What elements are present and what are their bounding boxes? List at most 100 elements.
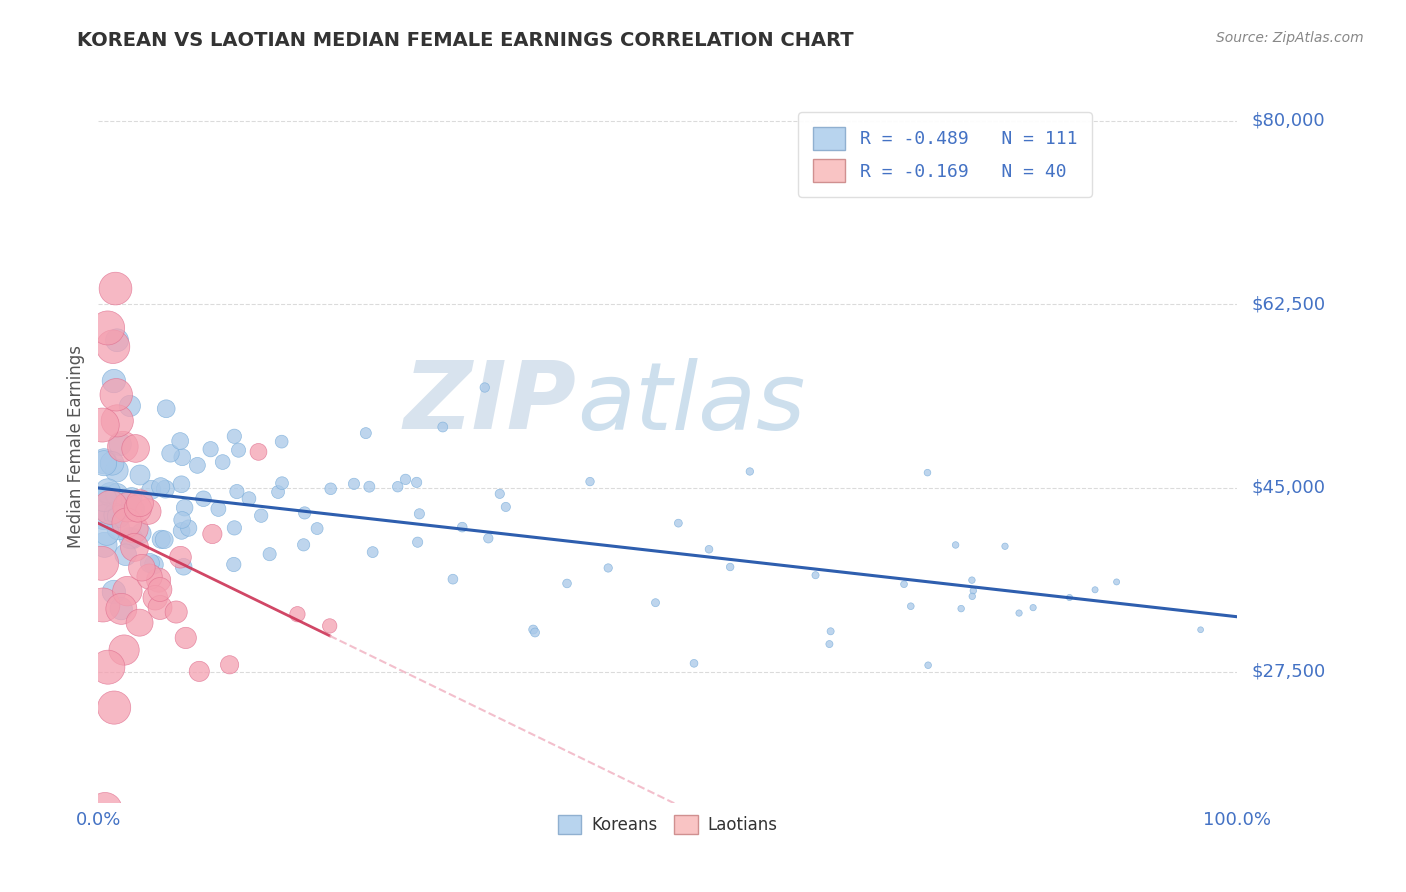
Point: [1105, 574, 1128, 589]
Point: [477, 531, 499, 545]
Point: [93, 454, 115, 468]
Text: Source: ZipAtlas.com: Source: ZipAtlas.com: [1216, 31, 1364, 45]
Point: [962, 583, 984, 598]
Point: [93, 456, 115, 470]
Point: [318, 619, 340, 633]
Point: [738, 465, 761, 479]
Point: [142, 558, 165, 572]
Point: [945, 538, 967, 552]
Point: [201, 527, 224, 541]
Point: [361, 545, 384, 559]
Point: [149, 582, 172, 597]
Point: [170, 477, 193, 491]
Point: [98, 487, 121, 501]
Point: [148, 573, 170, 587]
Point: [97, 321, 120, 335]
Point: [1084, 582, 1107, 597]
Point: [141, 483, 163, 497]
Point: [101, 456, 124, 470]
Point: [93, 510, 115, 524]
Point: [218, 657, 240, 672]
Point: [238, 491, 260, 506]
Point: [90, 557, 112, 571]
Point: [138, 569, 160, 583]
Point: [100, 500, 122, 515]
Point: [343, 476, 366, 491]
Point: [131, 560, 153, 574]
Point: [387, 480, 409, 494]
Point: [1008, 606, 1031, 620]
Point: [474, 380, 496, 394]
Point: [112, 643, 135, 657]
Point: [118, 531, 141, 545]
Point: [818, 637, 841, 651]
Point: [1189, 623, 1212, 637]
Point: [432, 420, 454, 434]
Point: [408, 507, 430, 521]
Point: [110, 602, 132, 616]
Point: [406, 535, 429, 549]
Point: [820, 624, 842, 639]
Point: [186, 458, 208, 473]
Point: [950, 601, 973, 615]
Point: [153, 533, 176, 547]
Text: $27,500: $27,500: [1251, 663, 1326, 681]
Point: [294, 506, 316, 520]
Point: [96, 526, 118, 541]
Point: [405, 475, 427, 490]
Point: [666, 516, 689, 530]
Point: [103, 585, 125, 599]
Point: [91, 418, 114, 433]
Point: [155, 401, 177, 416]
Point: [117, 500, 139, 515]
Point: [200, 442, 222, 457]
Point: [155, 482, 177, 496]
Point: [225, 484, 247, 499]
Point: [441, 572, 464, 586]
Point: [488, 487, 510, 501]
Point: [122, 522, 145, 536]
Point: [250, 508, 273, 523]
Point: [354, 426, 377, 441]
Point: [124, 541, 146, 555]
Point: [900, 599, 922, 614]
Point: [259, 547, 281, 561]
Point: [93, 500, 115, 515]
Point: [451, 520, 474, 534]
Point: [127, 501, 149, 516]
Point: [104, 508, 127, 522]
Point: [93, 491, 115, 506]
Point: [1022, 600, 1045, 615]
Point: [172, 513, 194, 527]
Point: [598, 561, 620, 575]
Point: [683, 657, 706, 671]
Point: [101, 340, 124, 354]
Point: [91, 598, 114, 612]
Point: [169, 550, 191, 565]
Point: [107, 509, 129, 524]
Point: [129, 526, 152, 541]
Point: [105, 333, 128, 347]
Point: [150, 533, 173, 547]
Point: [118, 399, 141, 413]
Point: [555, 576, 578, 591]
Point: [188, 665, 211, 679]
Point: [97, 660, 120, 674]
Point: [129, 467, 152, 482]
Point: [111, 440, 134, 454]
Y-axis label: Median Female Earnings: Median Female Earnings: [67, 344, 86, 548]
Point: [718, 560, 741, 574]
Point: [143, 591, 166, 605]
Point: [107, 521, 129, 535]
Text: $45,000: $45,000: [1251, 479, 1326, 497]
Point: [105, 388, 128, 402]
Point: [960, 573, 983, 587]
Point: [267, 485, 290, 500]
Point: [524, 625, 547, 640]
Point: [270, 434, 292, 449]
Point: [117, 584, 139, 599]
Point: [359, 480, 381, 494]
Point: [271, 476, 294, 491]
Point: [193, 491, 215, 506]
Point: [149, 600, 172, 615]
